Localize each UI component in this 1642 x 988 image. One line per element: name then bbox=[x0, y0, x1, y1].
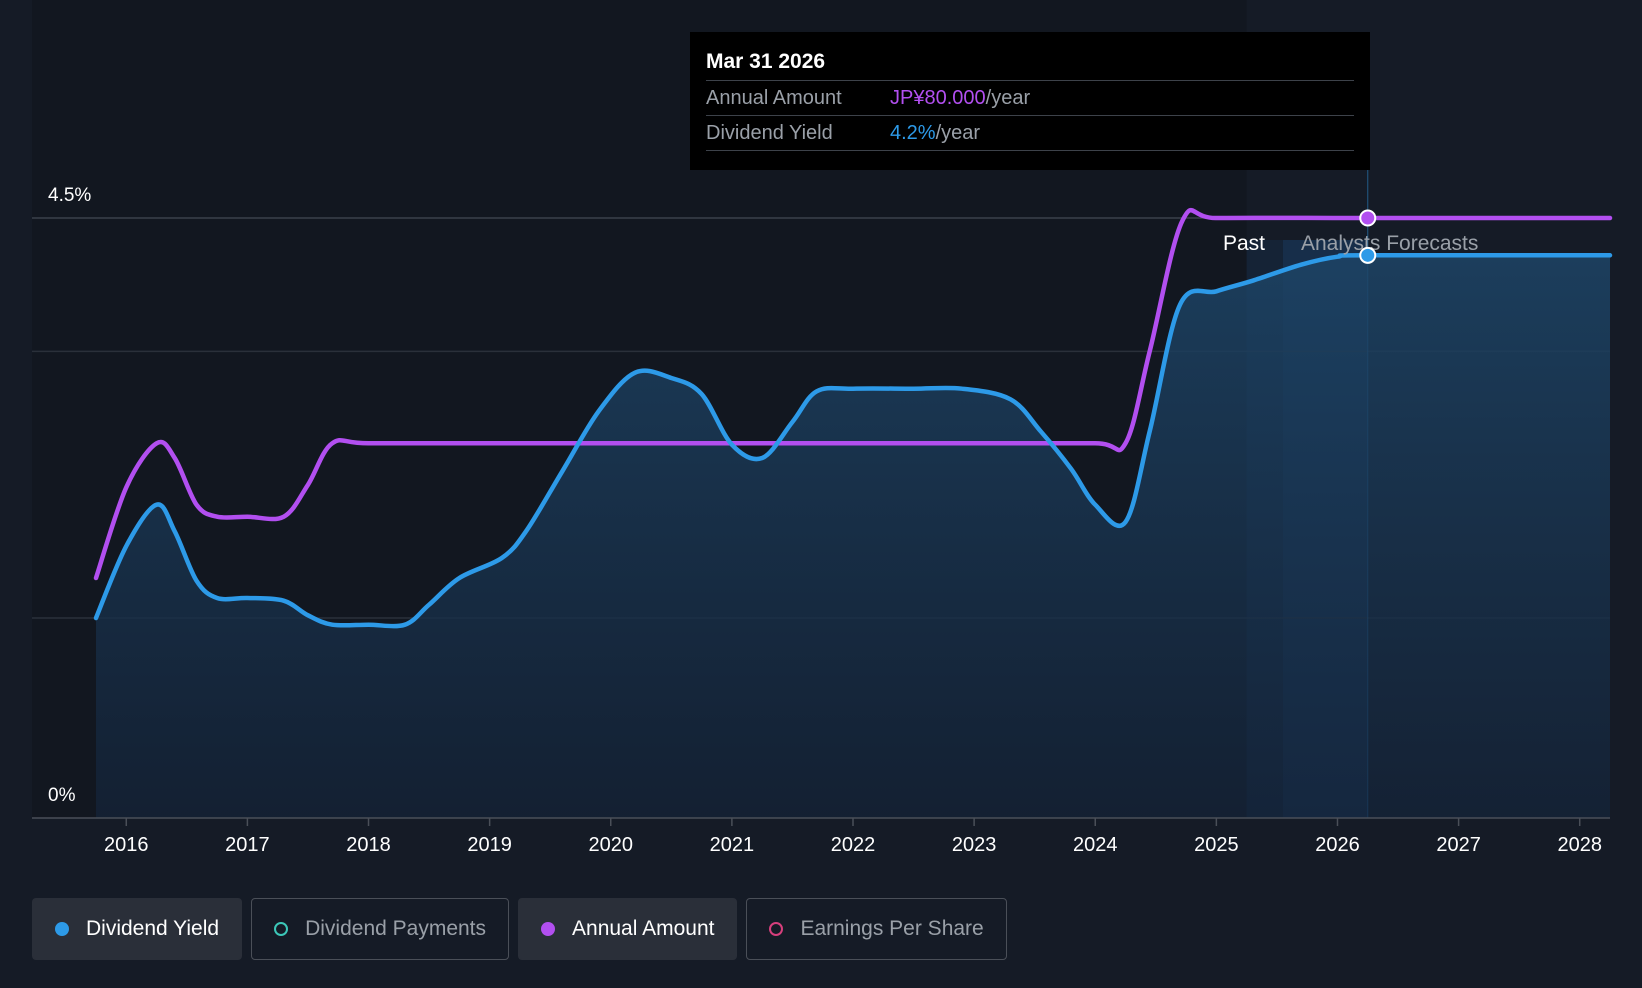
tooltip-annual-label: Annual Amount bbox=[706, 87, 842, 109]
y-axis-top-label: 4.5% bbox=[48, 185, 91, 206]
dividend-yield-line bbox=[93, 252, 1613, 629]
dividend-yield-dot-icon bbox=[55, 922, 69, 936]
legend-dividend-yield[interactable]: Dividend Yield bbox=[32, 898, 243, 960]
x-tick-label: 2018 bbox=[346, 834, 391, 856]
legend-earnings-per-share[interactable]: Earnings Per Share bbox=[746, 898, 1007, 960]
tooltip-row-dividend-yield: Dividend Yield 4.2% /year bbox=[706, 116, 1354, 151]
legend-dividend-payments-label: Dividend Payments bbox=[305, 917, 487, 940]
annual-amount-dot-icon bbox=[541, 922, 556, 936]
dividend-yield-area bbox=[96, 255, 1610, 818]
annual-amount-line bbox=[93, 207, 1613, 581]
x-tick-label: 2024 bbox=[1073, 834, 1118, 856]
legend-annual-amount[interactable]: Annual Amount bbox=[518, 898, 738, 960]
tooltip-date: Mar 31 2026 bbox=[706, 46, 1354, 81]
x-tick-label: 2016 bbox=[104, 834, 149, 856]
tooltip-yield-value: 4.2% bbox=[890, 122, 936, 144]
legend-annual-amount-label: Annual Amount bbox=[572, 917, 715, 940]
x-tick-label: 2022 bbox=[831, 834, 876, 856]
x-tick-label: 2017 bbox=[225, 834, 270, 856]
x-tick-label: 2021 bbox=[710, 834, 755, 856]
y-axis-bottom-label: 0% bbox=[48, 785, 76, 806]
dividend-payments-ring-icon bbox=[274, 922, 289, 936]
earnings-per-share-ring-icon bbox=[769, 922, 784, 936]
tooltip-yield-label: Dividend Yield bbox=[706, 122, 833, 144]
x-tick-label: 2023 bbox=[952, 834, 997, 856]
tooltip-annual-unit: /year bbox=[985, 87, 1031, 109]
chart-legend: Dividend Yield Dividend Payments Annual … bbox=[32, 898, 1007, 960]
tooltip-annual-value: JP¥80.000 bbox=[890, 87, 986, 109]
legend-dividend-payments[interactable]: Dividend Payments bbox=[251, 898, 510, 960]
past-label: Past bbox=[1223, 232, 1265, 255]
annual-amount-marker bbox=[1359, 209, 1377, 227]
dividend-yield-marker bbox=[1359, 246, 1377, 264]
x-tick-label: 2025 bbox=[1194, 834, 1239, 856]
legend-earnings-per-share-label: Earnings Per Share bbox=[800, 917, 984, 940]
tooltip-yield-unit: /year bbox=[935, 122, 981, 144]
x-tick-label: 2020 bbox=[589, 834, 634, 856]
x-tick-label: 2027 bbox=[1436, 834, 1481, 856]
x-tick-label: 2026 bbox=[1315, 834, 1360, 856]
x-tick-label: 2028 bbox=[1557, 834, 1602, 856]
chart-tooltip: Mar 31 2026 Annual Amount JP¥80.000 /yea… bbox=[690, 32, 1370, 170]
x-tick-label: 2019 bbox=[467, 834, 512, 856]
legend-dividend-yield-label: Dividend Yield bbox=[86, 917, 220, 940]
forecast-label: Analysts Forecasts bbox=[1301, 232, 1478, 255]
tooltip-row-annual-amount: Annual Amount JP¥80.000 /year bbox=[706, 81, 1354, 116]
